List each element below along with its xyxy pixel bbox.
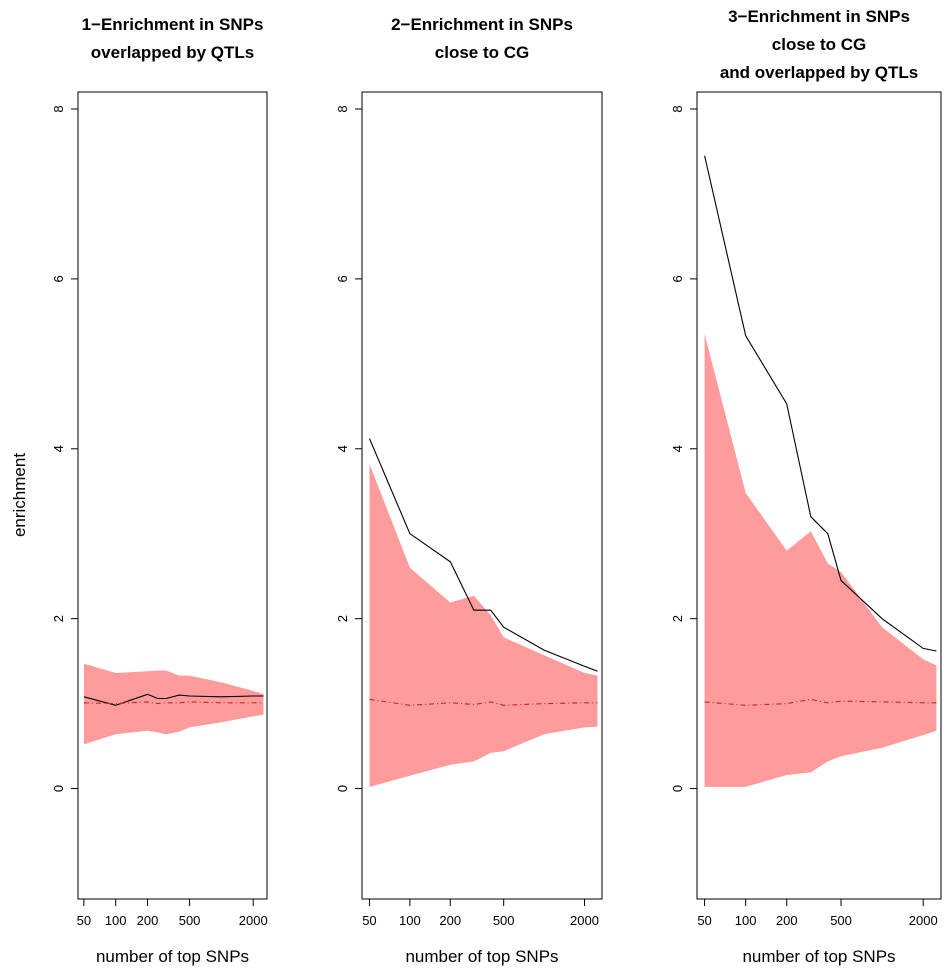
panel-2-y-tick-label-6: 6 [335,275,350,282]
panel-3-null-line [704,698,937,706]
panel-1-x-axis-label: number of top SNPs [96,947,249,966]
panel-1-frame [77,91,268,900]
panel-2-y-tick-label-2: 2 [335,615,350,622]
panel-1-enrichment-line [83,693,264,706]
panel-2-x-tick-label-50: 50 [362,913,376,928]
panel-3-x-tick-label-100: 100 [735,913,757,928]
panel-2-title-line-2: close to CG [435,43,529,62]
panel-2-title-line-1: 2−Enrichment in SNPs [391,15,573,34]
panel-3-x-tick-label-2000: 2000 [909,913,938,928]
panel-1-confidence-band [83,663,264,745]
panel-3-y-tick-label-2: 2 [670,615,685,622]
panel-3-title-line-3: and overlapped by QTLs [720,63,918,82]
panel-3-confidence-band [704,334,937,787]
panel-2-x-tick-label-2000: 2000 [570,913,599,928]
panel-3-x-axis-label: number of top SNPs [742,947,895,966]
panel-3-title-line-2: close to CG [772,35,866,54]
panel-1-x-tick-label-100: 100 [105,913,127,928]
panel-3-frame [696,91,942,900]
panel-3-x-tick-label-200: 200 [776,913,798,928]
panel-2-y-tick-label-4: 4 [335,445,350,452]
panel-1-y-tick-label-2: 2 [51,615,66,622]
panel-3-x-tick-label-500: 500 [830,913,852,928]
panel-2-enrichment-line [368,438,598,672]
panel-1: 1−Enrichment in SNPs overlapped by QTLs 0 2… [51,15,268,966]
panel-1-x-tick-label-2000: 2000 [239,913,268,928]
panel-1-x-tick-label-200: 200 [137,913,159,928]
panel-1-title-line-2: overlapped by QTLs [91,43,254,62]
panel-2-x-tick-label-200: 200 [439,913,461,928]
panel-1-x-tick-label-50: 50 [77,913,91,928]
panel-1-title-line-1: 1−Enrichment in SNPs [82,15,264,34]
panel-2-null-line [369,698,598,706]
panel-1-y-tick-label-8: 8 [51,105,66,112]
panel-3-y-tick-label-4: 4 [670,445,685,452]
panel-2-x-tick-label-100: 100 [399,913,421,928]
panel-3-x-tick-label-50: 50 [697,913,711,928]
panel-2-y-tick-label-0: 0 [335,785,350,792]
panel-3-y-tick-label-8: 8 [670,105,685,112]
panel-1-y-tick-label-4: 4 [51,445,66,452]
panel-2-x-axis-label: number of top SNPs [405,947,558,966]
panel-1-x-tick-label-500: 500 [179,913,201,928]
panel-3: 3−Enrichment in SNPs close to CG and overl… [670,7,942,966]
panel-3-y-tick-label-6: 6 [670,275,685,282]
panel-2-confidence-band [369,464,598,787]
panel-2: 2−Enrichment in SNPs close to CG 0 2 4 6 8 50 10… [335,15,603,966]
panel-1-y-tick-label-6: 6 [51,275,66,282]
panel-3-y-tick-label-0: 0 [670,785,685,792]
panel-2-frame [361,91,603,900]
panel-3-title-line-1: 3−Enrichment in SNPs [728,7,910,26]
panel-2-y-tick-label-8: 8 [335,105,350,112]
panel-1-y-tick-label-0: 0 [51,785,66,792]
panel-3-enrichment-line [704,155,937,652]
panel-2-x-tick-label-500: 500 [493,913,515,928]
y-axis-label: enrichment [10,453,29,537]
